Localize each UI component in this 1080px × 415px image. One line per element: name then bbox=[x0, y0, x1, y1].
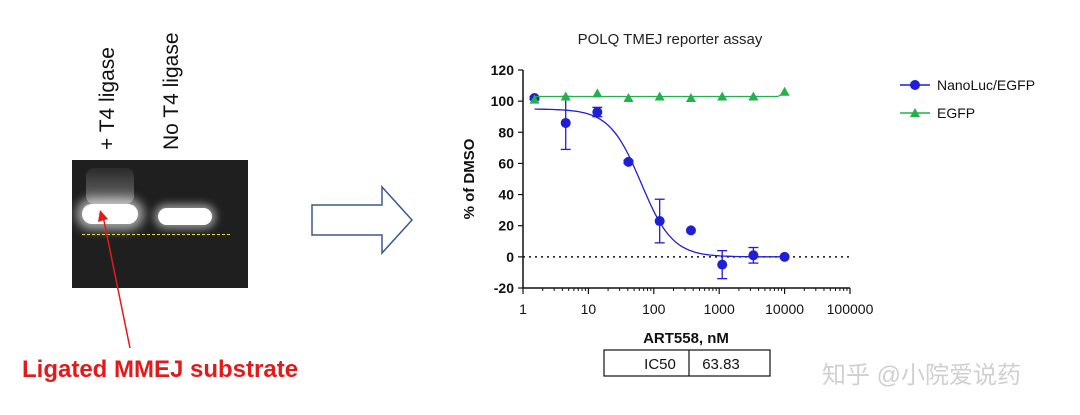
chart-legend: NanoLuc/EGFP EGFP bbox=[900, 77, 1035, 121]
data-point-egfp bbox=[623, 93, 634, 103]
data-point-nanoluc bbox=[623, 156, 634, 167]
y-tick-label: 20 bbox=[498, 218, 514, 234]
ic50-table-value: 63.83 bbox=[702, 356, 740, 373]
data-point-nanoluc bbox=[685, 225, 696, 236]
gel-caption: Ligated MMEJ substrate bbox=[22, 356, 299, 383]
x-tick-label: 1 bbox=[519, 301, 527, 317]
data-point-egfp bbox=[717, 91, 728, 101]
y-tick-label: 120 bbox=[491, 62, 515, 78]
ic50-table-border bbox=[603, 349, 771, 377]
data-point-egfp bbox=[685, 93, 696, 103]
watermark-text: 知乎 @小院爱说药 bbox=[822, 362, 1022, 389]
data-point-nanoluc bbox=[560, 117, 571, 128]
legend-label-1: EGFP bbox=[937, 105, 975, 121]
y-tick-label: 100 bbox=[491, 93, 515, 109]
data-point-egfp bbox=[529, 94, 540, 104]
gel-guide-line bbox=[82, 234, 230, 235]
y-tick-label: 60 bbox=[498, 155, 514, 171]
y-axis-label: % of DMSO bbox=[461, 138, 478, 219]
gel-band-unligated bbox=[158, 208, 212, 225]
data-point-egfp bbox=[560, 91, 571, 101]
x-tick-label: 10000 bbox=[765, 301, 804, 317]
data-point-nanoluc bbox=[717, 259, 728, 270]
x-tick-label: 100000 bbox=[827, 301, 874, 317]
ic50-table: IC50 63.83 bbox=[603, 349, 771, 377]
data-point-egfp bbox=[654, 91, 665, 101]
x-tick-label: 100 bbox=[642, 301, 666, 317]
x-tick-label: 1000 bbox=[704, 301, 735, 317]
data-point-nanoluc bbox=[779, 251, 790, 262]
gel-smear bbox=[86, 168, 134, 204]
x-axis-label: ART558, nM bbox=[643, 330, 729, 347]
ic50-table-label: IC50 bbox=[644, 356, 676, 373]
legend-marker-nanoluc bbox=[910, 80, 920, 90]
data-point-egfp bbox=[779, 86, 790, 96]
data-point-egfp bbox=[592, 88, 603, 98]
data-point-nanoluc bbox=[592, 107, 603, 118]
y-tick-label: -20 bbox=[494, 280, 514, 296]
chart-title: POLQ TMEJ reporter assay bbox=[578, 31, 763, 48]
data-point-nanoluc bbox=[654, 216, 665, 227]
chart-marks bbox=[523, 86, 850, 280]
y-tick-label: 0 bbox=[506, 249, 514, 265]
data-point-nanoluc bbox=[748, 250, 759, 261]
legend-marker-egfp bbox=[910, 108, 920, 117]
legend-label-0: NanoLuc/EGFP bbox=[937, 77, 1035, 93]
y-tick-label: 80 bbox=[498, 124, 514, 140]
x-tick-label: 10 bbox=[581, 301, 597, 317]
y-tick-label: 40 bbox=[498, 187, 514, 203]
gel-image bbox=[72, 160, 248, 288]
data-point-egfp bbox=[748, 91, 759, 101]
